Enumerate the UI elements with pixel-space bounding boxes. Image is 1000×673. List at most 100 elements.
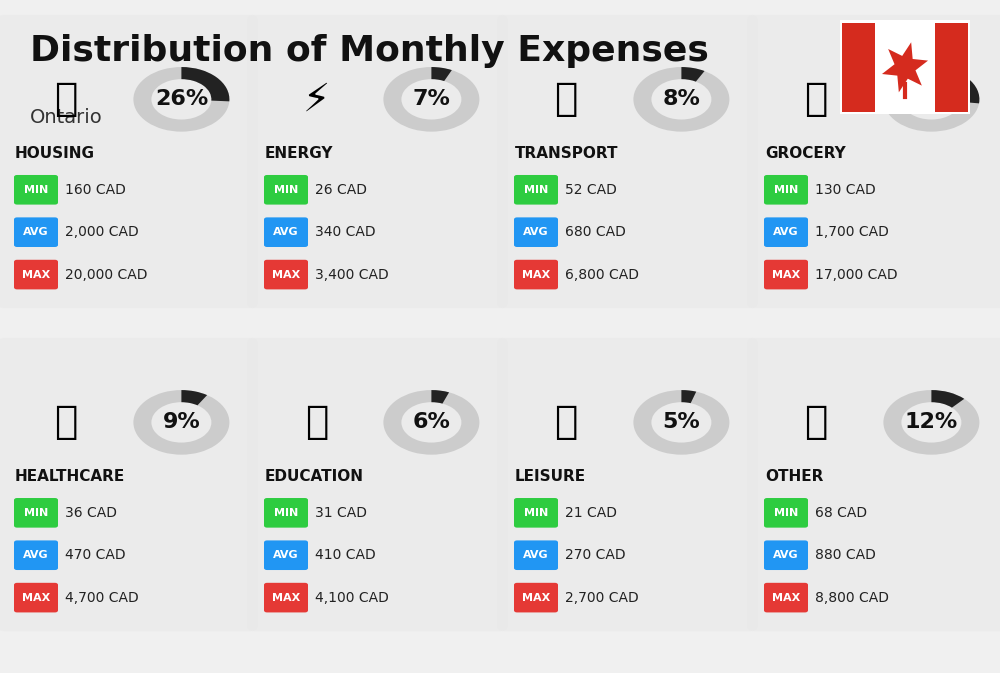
Text: 2,700 CAD: 2,700 CAD bbox=[565, 591, 639, 604]
Text: AVG: AVG bbox=[523, 551, 549, 560]
FancyBboxPatch shape bbox=[764, 583, 808, 612]
Text: MIN: MIN bbox=[24, 508, 48, 518]
Text: 8,800 CAD: 8,800 CAD bbox=[815, 591, 889, 604]
Text: MIN: MIN bbox=[24, 185, 48, 194]
FancyBboxPatch shape bbox=[0, 338, 258, 631]
Text: 7%: 7% bbox=[412, 90, 450, 109]
Text: 26%: 26% bbox=[155, 90, 208, 109]
Wedge shape bbox=[681, 67, 705, 81]
Text: MIN: MIN bbox=[524, 508, 548, 518]
FancyBboxPatch shape bbox=[514, 498, 558, 528]
FancyBboxPatch shape bbox=[514, 583, 558, 612]
Text: ⚡: ⚡ bbox=[303, 80, 330, 118]
Text: 20,000 CAD: 20,000 CAD bbox=[65, 268, 148, 281]
Text: 160 CAD: 160 CAD bbox=[65, 183, 126, 197]
Wedge shape bbox=[931, 67, 979, 104]
Text: 1,700 CAD: 1,700 CAD bbox=[815, 225, 889, 239]
Text: MAX: MAX bbox=[272, 270, 300, 279]
FancyBboxPatch shape bbox=[14, 175, 58, 205]
Wedge shape bbox=[383, 67, 479, 132]
Wedge shape bbox=[681, 390, 696, 403]
Text: MIN: MIN bbox=[274, 508, 298, 518]
Text: MAX: MAX bbox=[772, 270, 800, 279]
Wedge shape bbox=[633, 390, 729, 455]
Text: 130 CAD: 130 CAD bbox=[815, 183, 876, 197]
Text: GROCERY: GROCERY bbox=[765, 145, 846, 161]
FancyBboxPatch shape bbox=[764, 498, 808, 528]
Wedge shape bbox=[633, 67, 729, 132]
FancyBboxPatch shape bbox=[497, 338, 758, 631]
FancyBboxPatch shape bbox=[247, 15, 508, 308]
Wedge shape bbox=[431, 67, 452, 81]
Wedge shape bbox=[181, 390, 207, 405]
Text: AVG: AVG bbox=[523, 227, 549, 237]
Text: 12%: 12% bbox=[905, 413, 958, 432]
Text: 🛒: 🛒 bbox=[805, 80, 828, 118]
Wedge shape bbox=[883, 390, 979, 455]
Wedge shape bbox=[133, 67, 229, 132]
Text: HEALTHCARE: HEALTHCARE bbox=[15, 468, 125, 484]
Wedge shape bbox=[383, 390, 479, 455]
FancyBboxPatch shape bbox=[764, 217, 808, 247]
Text: 36 CAD: 36 CAD bbox=[65, 506, 117, 520]
Text: 6%: 6% bbox=[412, 413, 450, 432]
Wedge shape bbox=[133, 390, 229, 455]
FancyBboxPatch shape bbox=[264, 583, 308, 612]
Bar bbox=[935, 23, 968, 112]
Text: 🛍: 🛍 bbox=[555, 403, 578, 441]
Text: MAX: MAX bbox=[772, 593, 800, 602]
Text: 26 CAD: 26 CAD bbox=[315, 183, 367, 197]
Text: MAX: MAX bbox=[272, 593, 300, 602]
FancyBboxPatch shape bbox=[14, 498, 58, 528]
Text: AVG: AVG bbox=[23, 551, 49, 560]
FancyBboxPatch shape bbox=[264, 260, 308, 289]
FancyBboxPatch shape bbox=[14, 540, 58, 570]
Text: 340 CAD: 340 CAD bbox=[315, 225, 376, 239]
Text: MAX: MAX bbox=[22, 270, 50, 279]
Text: 17,000 CAD: 17,000 CAD bbox=[815, 268, 898, 281]
Text: 9%: 9% bbox=[163, 413, 200, 432]
Wedge shape bbox=[181, 67, 229, 102]
Text: Distribution of Monthly Expenses: Distribution of Monthly Expenses bbox=[30, 34, 709, 68]
FancyBboxPatch shape bbox=[764, 540, 808, 570]
FancyBboxPatch shape bbox=[514, 175, 558, 205]
FancyBboxPatch shape bbox=[264, 540, 308, 570]
FancyBboxPatch shape bbox=[264, 217, 308, 247]
Text: 🎓: 🎓 bbox=[305, 403, 328, 441]
Text: 🏗: 🏗 bbox=[55, 80, 78, 118]
Text: 470 CAD: 470 CAD bbox=[65, 548, 126, 562]
FancyBboxPatch shape bbox=[14, 583, 58, 612]
FancyBboxPatch shape bbox=[514, 540, 558, 570]
FancyBboxPatch shape bbox=[764, 260, 808, 289]
Text: 3,400 CAD: 3,400 CAD bbox=[315, 268, 389, 281]
Text: 31 CAD: 31 CAD bbox=[315, 506, 367, 520]
Text: 2,000 CAD: 2,000 CAD bbox=[65, 225, 139, 239]
Text: 880 CAD: 880 CAD bbox=[815, 548, 876, 562]
Text: MIN: MIN bbox=[774, 508, 798, 518]
Text: LEISURE: LEISURE bbox=[515, 468, 586, 484]
Polygon shape bbox=[882, 42, 928, 92]
FancyBboxPatch shape bbox=[747, 15, 1000, 308]
Text: 4,700 CAD: 4,700 CAD bbox=[65, 591, 139, 604]
Text: 27%: 27% bbox=[905, 90, 958, 109]
Bar bbox=[842, 23, 875, 112]
Text: 🚌: 🚌 bbox=[555, 80, 578, 118]
FancyBboxPatch shape bbox=[514, 217, 558, 247]
Text: 6,800 CAD: 6,800 CAD bbox=[565, 268, 639, 281]
FancyBboxPatch shape bbox=[514, 260, 558, 289]
Text: MAX: MAX bbox=[522, 593, 550, 602]
Text: 💰: 💰 bbox=[805, 403, 828, 441]
Text: EDUCATION: EDUCATION bbox=[265, 468, 364, 484]
Text: 4,100 CAD: 4,100 CAD bbox=[315, 591, 389, 604]
Text: AVG: AVG bbox=[773, 551, 799, 560]
Text: 5%: 5% bbox=[663, 413, 700, 432]
Wedge shape bbox=[431, 390, 449, 404]
Text: 8%: 8% bbox=[662, 90, 700, 109]
Text: 🏥: 🏥 bbox=[55, 403, 78, 441]
Text: HOUSING: HOUSING bbox=[15, 145, 95, 161]
Text: AVG: AVG bbox=[273, 227, 299, 237]
Text: AVG: AVG bbox=[773, 227, 799, 237]
Text: 52 CAD: 52 CAD bbox=[565, 183, 617, 197]
FancyBboxPatch shape bbox=[0, 15, 258, 308]
Text: MAX: MAX bbox=[522, 270, 550, 279]
